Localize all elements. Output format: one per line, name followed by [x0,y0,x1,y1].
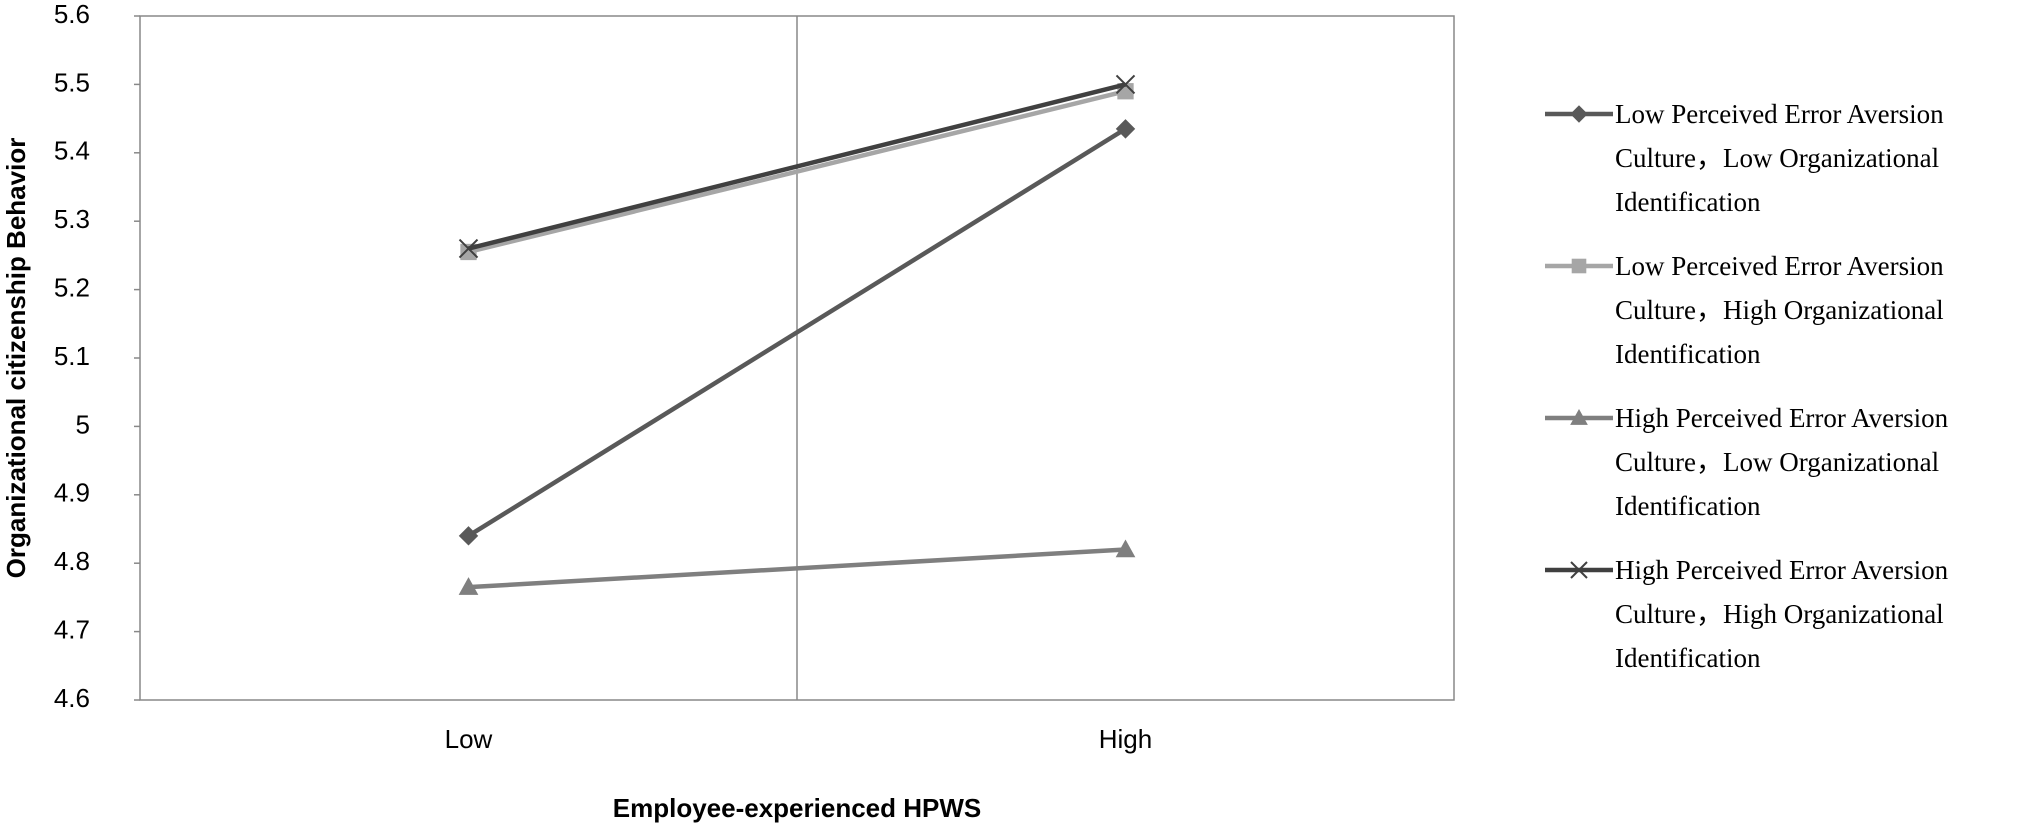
x-axis-title: Employee-experienced HPWS [613,793,981,823]
marker [458,577,479,595]
series-line [467,82,1127,251]
legend-label: High Perceived Error Aversion Culture，Hi… [1615,555,1949,673]
marker [1115,119,1136,139]
legend-marker [1570,105,1588,123]
chart: Employee-experienced HPWS Organizational… [1,0,1455,823]
y-axis-title: Organizational citizenship Behavior [1,138,31,579]
y-tick-label: 4.8 [54,546,90,576]
y-tick-label: 4.7 [54,614,90,644]
legend: Low Perceived Error Aversion Culture，Low… [1545,92,2032,700]
legend-label: Low Perceived Error Aversion Culture，Hig… [1615,251,1944,369]
legend-label: High Perceived Error Aversion Culture，Lo… [1615,403,1949,521]
x-tick-label: Low [445,724,493,754]
legend-item: High Perceived Error Aversion Culture，Hi… [1545,548,2032,700]
legend-item: High Perceived Error Aversion Culture，Lo… [1545,396,2032,548]
legend-marker [1570,561,1588,579]
legend-swatch [1545,408,1613,425]
legend-swatch [1545,258,1613,274]
y-tick-label: 4.6 [54,683,90,713]
legend-marker [1570,408,1588,425]
legend-marker [1571,258,1587,274]
x-tick-label: High [1099,724,1152,754]
series-line [467,126,1127,538]
y-tick-label: 4.9 [54,478,90,508]
marker [458,526,479,546]
legend-swatch [1545,561,1613,579]
y-tick-label: 5 [76,409,90,439]
series-line [467,89,1127,255]
marker [458,238,479,259]
legend-swatch [1545,105,1613,123]
series-line [468,547,1126,590]
legend-item: Low Perceived Error Aversion Culture，Hig… [1545,244,2032,396]
marker [1115,74,1136,95]
legend-item: Low Perceived Error Aversion Culture，Low… [1545,92,2032,244]
y-tick-label: 5.5 [54,67,90,97]
y-tick-label: 5.4 [54,136,90,166]
marker [1115,539,1136,558]
y-tick-label: 5.3 [54,204,90,234]
y-tick-label: 5.2 [54,272,90,302]
y-tick-label: 5.1 [54,341,90,371]
legend-label: Low Perceived Error Aversion Culture，Low… [1615,99,1944,217]
y-tick-label: 5.6 [54,0,90,29]
